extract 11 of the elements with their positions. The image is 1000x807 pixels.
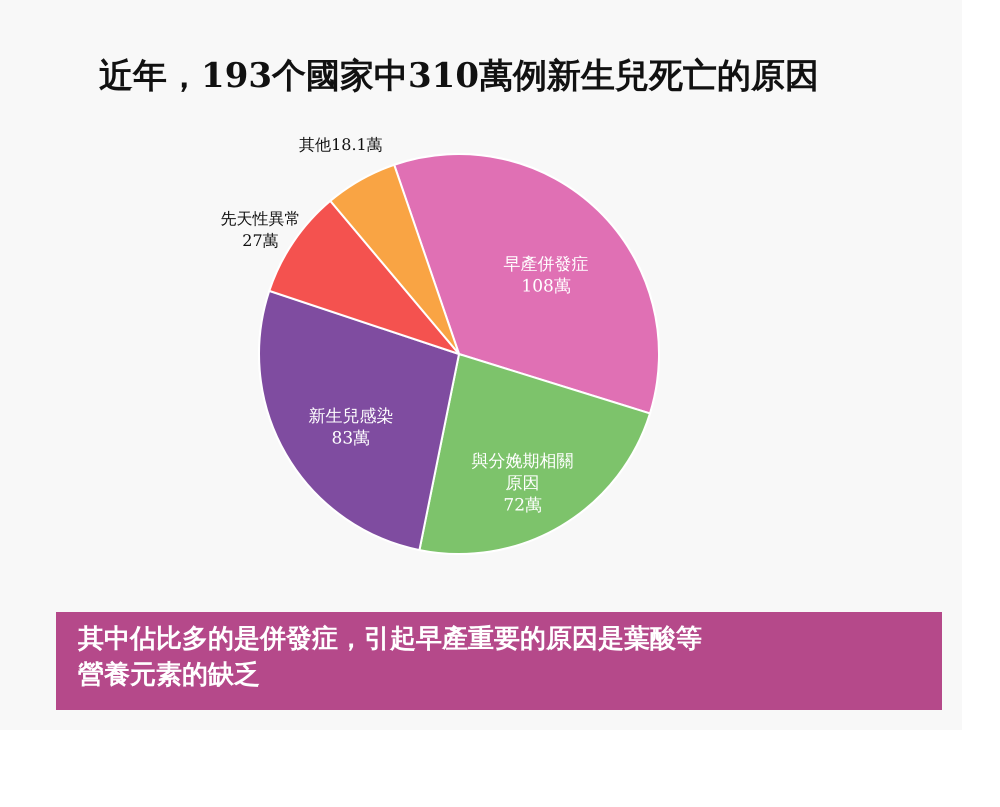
text: 其中佔比多的是併發症，引起早產重要的原因是葉酸等營養元素的缺乏 (77, 624, 702, 690)
slice-label: 早產併發症 (504, 254, 589, 274)
chart-title: 近年，193个國家中310萬例新生兒死亡的原因 (99, 56, 819, 96)
data-label: 27萬 (242, 231, 279, 250)
slice-label: 先天性異常 (220, 209, 300, 228)
slice-label: 其他18.1萬 (299, 135, 383, 154)
slice-label: 與分娩期相關原因 (472, 452, 574, 494)
slice-label: 新生兒感染 (308, 406, 394, 427)
data-label: 108萬 (521, 276, 571, 296)
data-label: 83萬 (332, 428, 370, 449)
data-label: 72萬 (503, 496, 542, 516)
